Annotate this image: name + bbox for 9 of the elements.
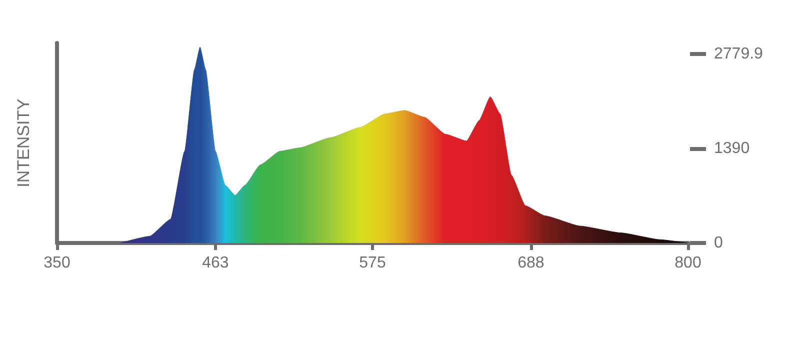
x-tick-label: 800 <box>674 254 702 272</box>
x-tick-label: 688 <box>518 254 544 272</box>
x-tick-label: 575 <box>359 254 386 272</box>
y-axis-title: INTENSITY <box>14 98 33 188</box>
x-tick-label: 463 <box>202 254 229 272</box>
x-tick-label: 350 <box>44 254 70 272</box>
y-tick-label: 0 <box>714 234 723 252</box>
y-tick-label: 1390 <box>714 140 750 157</box>
y-tick-label: 2779.9 <box>714 45 764 62</box>
